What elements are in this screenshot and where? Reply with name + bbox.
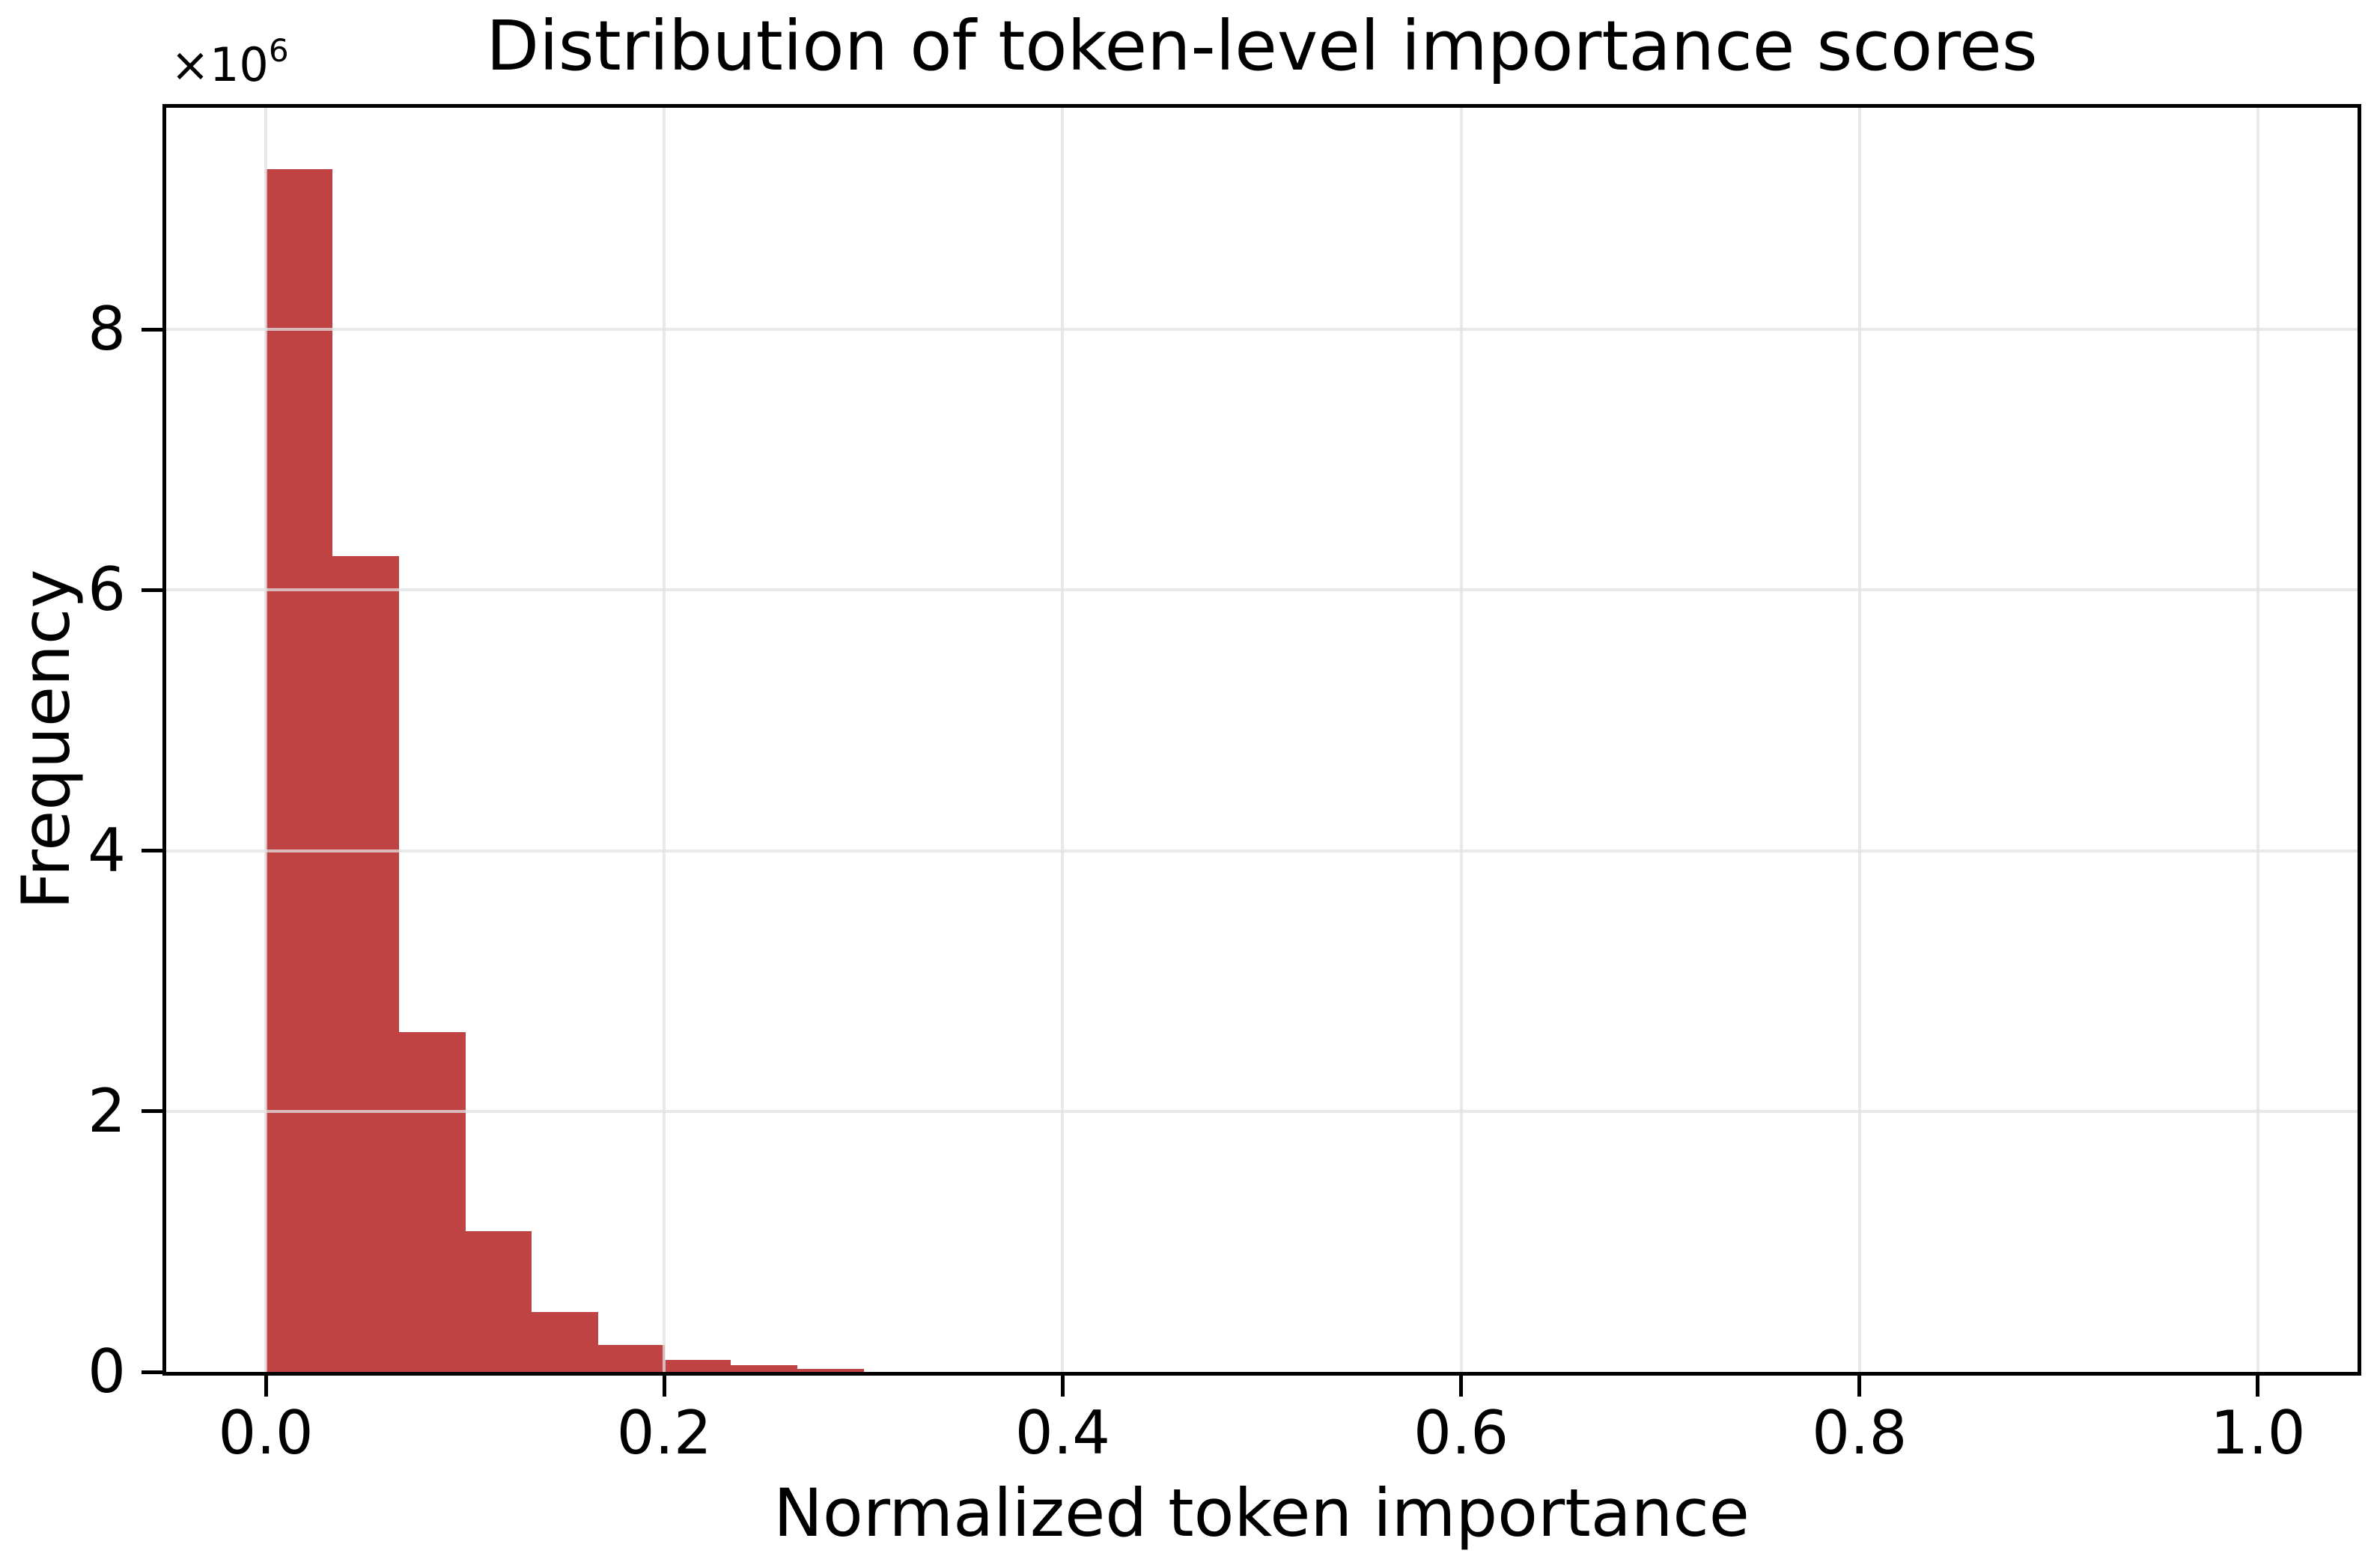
x-tick xyxy=(2256,1372,2260,1397)
histogram-bar xyxy=(597,1344,665,1372)
y-tick xyxy=(141,327,166,332)
x-tick-label: 0.0 xyxy=(218,1398,314,1468)
y-axis-offset-exponent: 6 xyxy=(268,32,289,69)
gridline-horizontal xyxy=(166,1109,2358,1113)
x-tick xyxy=(1060,1372,1065,1397)
histogram-bar xyxy=(664,1359,731,1372)
gridline-vertical xyxy=(663,108,666,1372)
x-tick-label: 0.6 xyxy=(1413,1398,1509,1468)
y-tick xyxy=(141,588,166,592)
y-tick xyxy=(141,1370,166,1374)
y-tick-label: 0 xyxy=(88,1337,126,1406)
gridline-vertical xyxy=(264,108,268,1372)
x-tick xyxy=(662,1372,666,1397)
plot-area: 0.0 0.2 0.4 0.6 0.8 1.0 0 2 4 6 8 xyxy=(88,104,2361,1463)
gridline-vertical xyxy=(2256,108,2259,1372)
y-tick-label: 6 xyxy=(88,555,126,625)
histogram-bar xyxy=(266,168,333,1372)
histogram-bar xyxy=(730,1364,798,1372)
x-tick xyxy=(1459,1372,1464,1397)
x-tick-label: 1.0 xyxy=(2210,1398,2306,1468)
gridline-horizontal xyxy=(166,849,2358,852)
histogram-bar xyxy=(531,1311,599,1372)
histogram-bar xyxy=(797,1368,864,1372)
histogram-bar xyxy=(332,555,400,1372)
x-tick xyxy=(264,1372,268,1397)
gridline-vertical xyxy=(1459,108,1463,1372)
gridline-horizontal xyxy=(166,328,2358,331)
y-axis-offset-label: ×106 xyxy=(171,35,289,88)
y-tick xyxy=(141,1109,166,1114)
x-tick-label: 0.8 xyxy=(1812,1398,1908,1468)
gridline-vertical xyxy=(1857,108,1861,1372)
y-tick-label: 4 xyxy=(88,815,126,885)
x-axis-label: Normalized token importance xyxy=(773,1474,1750,1552)
x-tick xyxy=(1857,1372,1862,1397)
histogram-bar xyxy=(465,1230,532,1372)
y-tick-label: 8 xyxy=(88,294,126,364)
gridline-horizontal xyxy=(166,588,2358,592)
x-tick-label: 0.4 xyxy=(1014,1398,1111,1468)
y-axis-offset-base: ×10 xyxy=(171,37,269,92)
x-tick-label: 0.2 xyxy=(616,1398,712,1468)
histogram-bar xyxy=(398,1031,466,1372)
y-tick-label: 2 xyxy=(88,1076,126,1146)
y-tick xyxy=(141,849,166,852)
chart-title: Distribution of token-level importance s… xyxy=(486,6,2038,86)
gridline-vertical xyxy=(1061,108,1065,1372)
